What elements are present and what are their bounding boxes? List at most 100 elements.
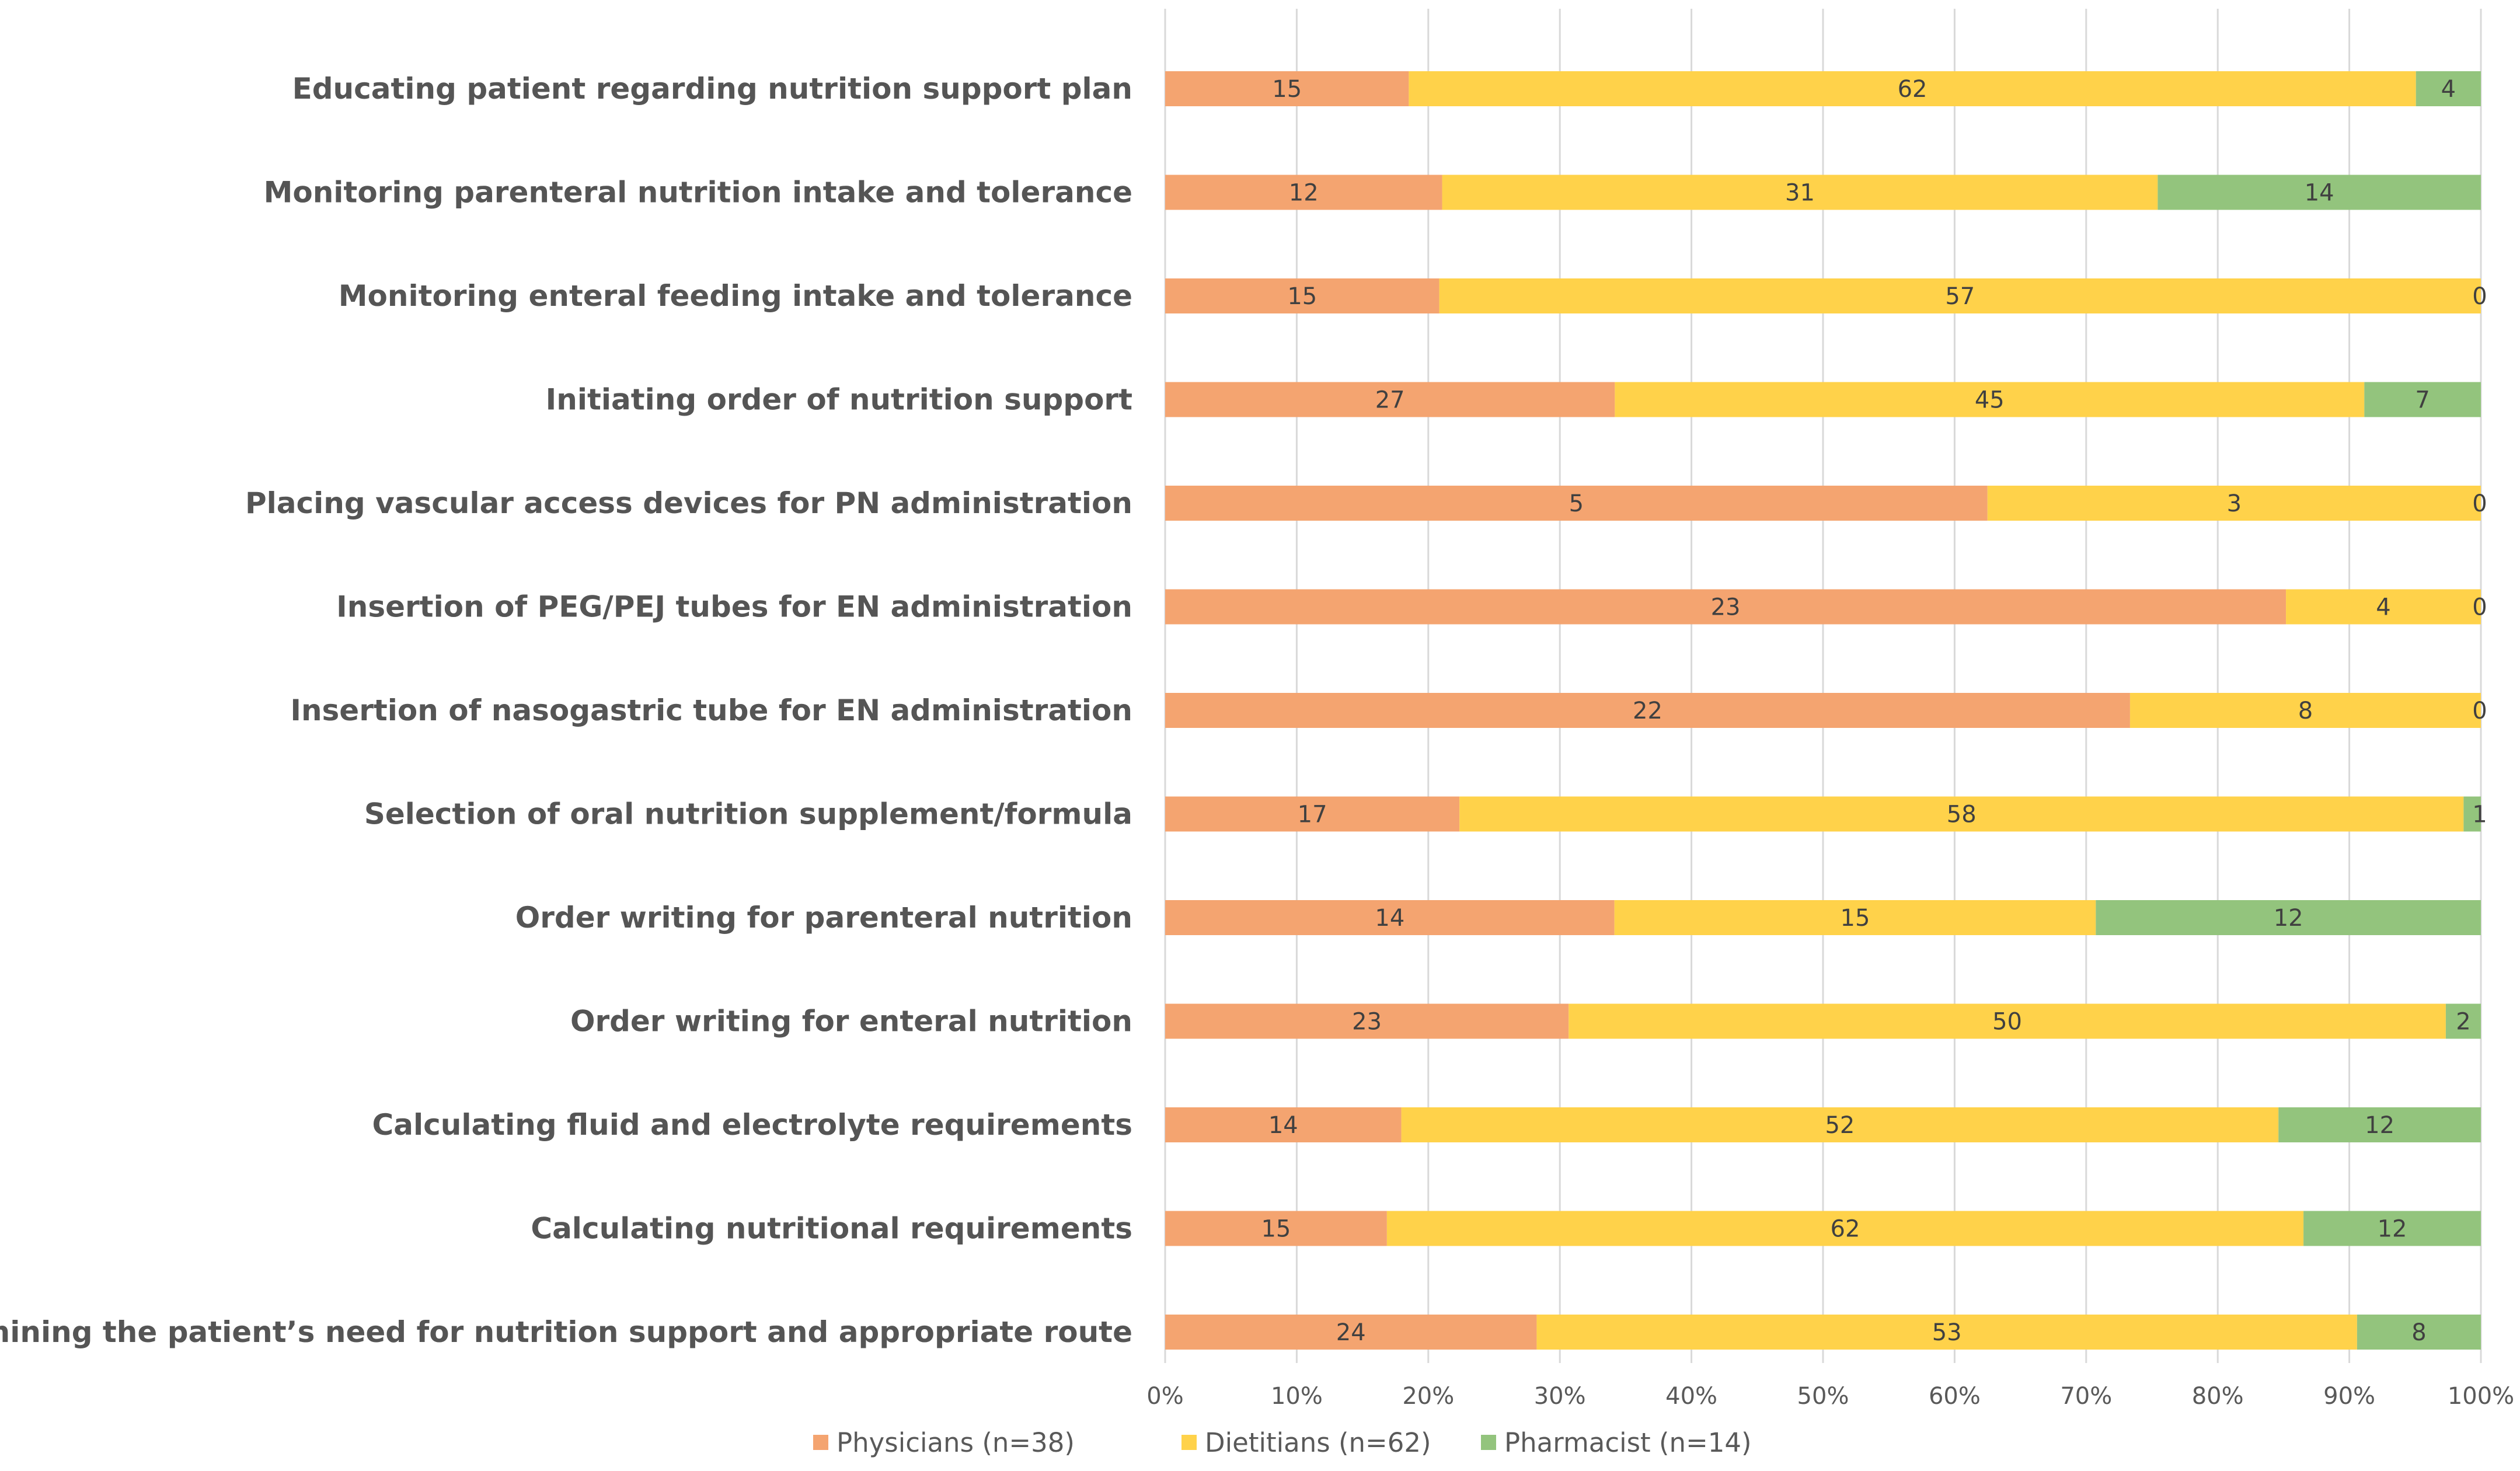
bar-segment	[1165, 693, 2130, 728]
category-label: Placing vascular access devices for PN a…	[245, 486, 1132, 520]
bar-segment	[1165, 1315, 1537, 1350]
data-label: 15	[1261, 1216, 1291, 1243]
data-label: 17	[1298, 801, 1327, 828]
legend-swatch	[1481, 1435, 1496, 1450]
data-label: 15	[1287, 283, 1317, 310]
data-label: 23	[1711, 594, 1741, 621]
data-label: 3	[2227, 490, 2242, 517]
bar-segment	[1165, 1003, 1569, 1039]
data-label: 45	[1975, 387, 2005, 414]
data-label: 12	[2378, 1216, 2407, 1243]
bar-segment	[2364, 382, 2481, 417]
category-label: Monitoring parenteral nutrition intake a…	[264, 176, 1132, 210]
bar-segment	[2463, 796, 2481, 832]
category-label: Initiating order of nutrition support	[546, 383, 1132, 417]
bar-segment	[1386, 1211, 2304, 1246]
category-label: Educating patient regarding nutrition su…	[292, 72, 1132, 106]
data-label: 0	[2472, 490, 2487, 517]
data-label: 12	[2365, 1112, 2394, 1139]
data-label: 15	[1841, 905, 1870, 932]
data-label: 27	[1375, 387, 1405, 414]
bar-segment	[2096, 900, 2481, 935]
data-label: 14	[1375, 905, 1404, 932]
gridlines	[1164, 9, 2482, 1363]
legend-label: Physicians (n=38)	[836, 1427, 1075, 1458]
data-label: 0	[2472, 283, 2487, 310]
x-tick-label: 100%	[2448, 1383, 2514, 1410]
bar-segment	[1987, 486, 2481, 521]
legend-label: Pharmacist (n=14)	[1504, 1427, 1752, 1458]
bar-segment	[2286, 589, 2481, 625]
bar-segment	[2278, 1107, 2481, 1142]
bar-segment	[1615, 382, 2365, 417]
data-label: 50	[1992, 1009, 2022, 1036]
bar-segment	[1165, 1211, 1387, 1246]
x-tick-label: 20%	[1402, 1383, 1454, 1410]
data-label: 15	[1272, 76, 1302, 103]
category-label: Insertion of PEG/PEJ tubes for EN admini…	[336, 590, 1132, 624]
bar-segment	[1165, 589, 2287, 625]
x-tick-label: 40%	[1665, 1383, 1717, 1410]
bar-segment	[1165, 71, 1409, 106]
category-label: Insertion of nasogastric tube for EN adm…	[290, 693, 1132, 727]
data-label: 53	[1932, 1319, 1962, 1346]
data-label: 14	[2305, 180, 2334, 207]
x-tick-label: 50%	[1797, 1383, 1849, 1410]
category-label: Calculating nutritional requirements	[531, 1212, 1132, 1246]
data-label: 14	[1268, 1112, 1298, 1139]
x-tick-label: 30%	[1534, 1383, 1586, 1410]
data-label: 58	[1947, 801, 1977, 828]
data-label: 1	[2472, 801, 2487, 828]
data-label: 8	[2411, 1319, 2426, 1346]
x-tick-label: 70%	[2060, 1383, 2112, 1410]
data-label: 57	[1945, 283, 1975, 310]
category-label: Calculating fluid and electrolyte requir…	[372, 1108, 1132, 1142]
category-labels: Educating patient regarding nutrition su…	[0, 72, 1132, 1349]
legend-label: Dietitians (n=62)	[1205, 1427, 1431, 1458]
bar-segment	[1165, 175, 1442, 210]
legend-swatch	[1181, 1435, 1197, 1450]
bar-segment	[1165, 382, 1615, 417]
data-label: 62	[1898, 76, 1928, 103]
data-label: 22	[1633, 698, 1662, 724]
data-label: 5	[1569, 490, 1584, 517]
bar-segment	[1439, 278, 2481, 313]
legend: Physicians (n=38) Dietitians (n=62) Pharma…	[813, 1427, 1752, 1458]
bar-segment	[1165, 278, 1439, 313]
bar-segment	[2357, 1315, 2481, 1350]
x-tick-label: 80%	[2192, 1383, 2244, 1410]
category-label: Determining the patient’s need for nutri…	[0, 1315, 1132, 1349]
data-label: 4	[2376, 594, 2390, 621]
bar-segment	[1569, 1003, 2446, 1039]
bar-segment	[1459, 796, 2464, 832]
bar-segment	[1165, 796, 1460, 832]
data-label: 0	[2472, 698, 2487, 724]
bar-segment	[2445, 1003, 2481, 1039]
x-axis-ticks: 0% 10% 20% 30% 40% 50% 60% 70% 80% 90% 100%	[1146, 1383, 2514, 1410]
x-tick-label: 90%	[2323, 1383, 2375, 1410]
bar-segment	[1165, 900, 1615, 935]
data-label: 24	[1336, 1319, 1366, 1346]
data-label: 2	[2456, 1009, 2470, 1036]
category-label: Order writing for enteral nutrition	[570, 1005, 1132, 1038]
data-label: 31	[1785, 180, 1815, 207]
data-label: 0	[2472, 594, 2487, 621]
bar-segment	[1165, 486, 1988, 521]
bar-segment	[2303, 1211, 2481, 1246]
x-tick-label: 10%	[1271, 1383, 1323, 1410]
bar-segment	[2416, 71, 2481, 106]
data-label: 4	[2441, 76, 2456, 103]
bar-segment	[1401, 1107, 2279, 1142]
data-label: 7	[2415, 387, 2430, 414]
bar-segment	[1165, 1107, 1402, 1142]
category-label: Order writing for parenteral nutrition	[515, 901, 1132, 935]
data-label: 62	[1831, 1216, 1860, 1243]
bar-segment	[1442, 175, 2158, 210]
category-label: Monitoring enteral feeding intake and to…	[339, 279, 1132, 313]
data-label: 23	[1352, 1009, 1382, 1036]
category-label: Selection of oral nutrition supplement/f…	[364, 797, 1132, 831]
bar-segment	[1536, 1315, 2357, 1350]
data-label: 12	[2274, 905, 2303, 932]
